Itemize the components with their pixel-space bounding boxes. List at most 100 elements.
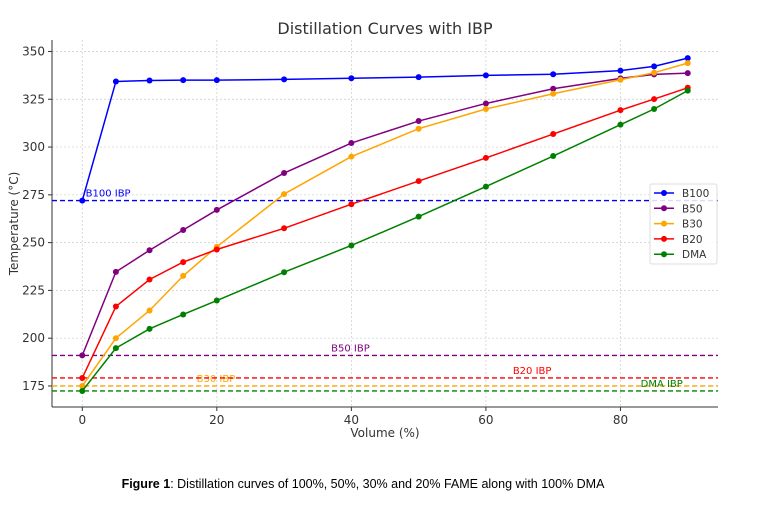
data-point-b30 xyxy=(180,272,187,279)
data-point-dma xyxy=(415,213,422,220)
data-point-dma xyxy=(180,311,187,318)
data-point-dma xyxy=(684,87,691,94)
data-point-b30 xyxy=(550,90,557,97)
ibp-label: DMA IBP xyxy=(641,379,683,390)
data-point-b100 xyxy=(79,197,86,204)
data-point-dma xyxy=(348,242,355,249)
series-line-b30 xyxy=(81,62,688,387)
y-tick-label: 350 xyxy=(22,44,45,58)
x-tick-label: 40 xyxy=(344,413,359,427)
data-point-b100 xyxy=(651,63,658,70)
data-point-b20 xyxy=(415,178,422,185)
data-point-dma xyxy=(213,297,220,304)
data-point-b20 xyxy=(348,201,355,208)
x-tick-label: 80 xyxy=(613,413,628,427)
data-point-b100 xyxy=(415,74,422,81)
data-point-dma xyxy=(550,153,557,160)
legend-marker-b20 xyxy=(661,235,667,242)
x-tick-label: 0 xyxy=(78,413,86,427)
data-point-b30 xyxy=(617,76,624,83)
data-point-b30 xyxy=(684,60,691,67)
data-point-b20 xyxy=(651,96,658,103)
legend-marker-b30 xyxy=(661,220,667,227)
data-point-b100 xyxy=(684,55,691,62)
data-point-b20 xyxy=(213,246,220,253)
data-point-b100 xyxy=(180,77,187,84)
legend-marker-dma xyxy=(661,251,667,258)
data-point-b20 xyxy=(146,276,153,283)
data-point-b30 xyxy=(146,307,153,314)
caption-text: : Distillation curves of 100%, 50%, 30% … xyxy=(170,477,605,491)
data-point-b50 xyxy=(180,226,187,233)
y-axis-label: Temperature (°C) xyxy=(7,172,21,277)
data-point-b50 xyxy=(550,85,557,92)
data-point-dma xyxy=(482,183,489,190)
data-point-b100 xyxy=(617,67,624,74)
ibp-label: B20 IBP xyxy=(513,366,552,377)
series-line-dma xyxy=(81,89,689,392)
data-point-b50 xyxy=(281,170,288,177)
y-tick-label: 250 xyxy=(22,236,45,250)
data-point-b30 xyxy=(482,106,489,113)
data-point-dma xyxy=(79,387,86,394)
ibp-label: B100 IBP xyxy=(86,189,131,200)
data-point-b20 xyxy=(281,225,288,232)
data-point-b50 xyxy=(213,206,220,213)
data-point-b50 xyxy=(415,118,422,125)
data-point-b50 xyxy=(79,352,86,359)
data-point-b50 xyxy=(482,100,489,107)
data-point-b30 xyxy=(281,191,288,198)
legend-label: B100 xyxy=(682,188,709,200)
data-point-b100 xyxy=(482,72,489,79)
caption-label: Figure 1 xyxy=(121,477,171,491)
data-point-b50 xyxy=(146,247,153,254)
data-point-b100 xyxy=(348,75,355,82)
data-point-b30 xyxy=(415,125,422,132)
data-point-dma xyxy=(617,121,624,128)
legend-label: DMA xyxy=(682,249,707,261)
data-point-b100 xyxy=(146,77,153,84)
data-point-b30 xyxy=(651,69,658,76)
legend-label: B20 xyxy=(682,234,703,246)
y-tick-label: 200 xyxy=(22,331,45,345)
y-tick-label: 300 xyxy=(22,140,45,154)
legend-label: B30 xyxy=(682,219,703,231)
x-axis-label: Volume (%) xyxy=(350,426,419,440)
series-line-b100 xyxy=(81,57,688,201)
series-line-b50 xyxy=(81,72,688,356)
data-point-b20 xyxy=(482,154,489,161)
y-tick-label: 275 xyxy=(22,188,45,202)
data-point-b100 xyxy=(550,71,557,78)
data-point-b50 xyxy=(112,268,119,275)
data-point-dma xyxy=(281,269,288,276)
data-point-b50 xyxy=(684,70,691,77)
data-point-b20 xyxy=(550,131,557,138)
data-point-dma xyxy=(146,325,153,332)
data-point-b20 xyxy=(79,374,86,381)
data-point-dma xyxy=(651,106,658,113)
data-point-dma xyxy=(112,345,119,352)
y-tick-label: 225 xyxy=(22,283,45,297)
chart-title: Distillation Curves with IBP xyxy=(277,19,493,38)
distillation-chart: 0 20 40 60 80 175 200 225 250 275 300 325 350 B100 IB… xyxy=(7,19,718,440)
legend-marker-b50 xyxy=(661,205,667,212)
data-point-b100 xyxy=(281,76,288,83)
x-tick-label: 60 xyxy=(478,413,493,427)
ibp-label: B50 IBP xyxy=(331,343,370,354)
data-point-b20 xyxy=(617,107,624,114)
data-point-b100 xyxy=(112,78,119,85)
x-tick-label: 20 xyxy=(209,413,224,427)
figure-caption: Figure 1: Distillation curves of 100%, 5… xyxy=(0,477,726,491)
data-point-b30 xyxy=(79,382,86,389)
ibp-label: B30 IBP xyxy=(197,374,236,385)
data-point-b30 xyxy=(348,153,355,160)
legend-marker-b100 xyxy=(661,190,667,196)
y-tick-label: 175 xyxy=(22,379,45,393)
data-point-b20 xyxy=(180,259,187,266)
data-point-b50 xyxy=(348,140,355,147)
y-tick-label: 325 xyxy=(22,92,45,106)
data-point-b100 xyxy=(213,77,220,84)
legend xyxy=(649,183,718,265)
data-point-b30 xyxy=(112,335,119,342)
data-point-b20 xyxy=(112,303,119,310)
